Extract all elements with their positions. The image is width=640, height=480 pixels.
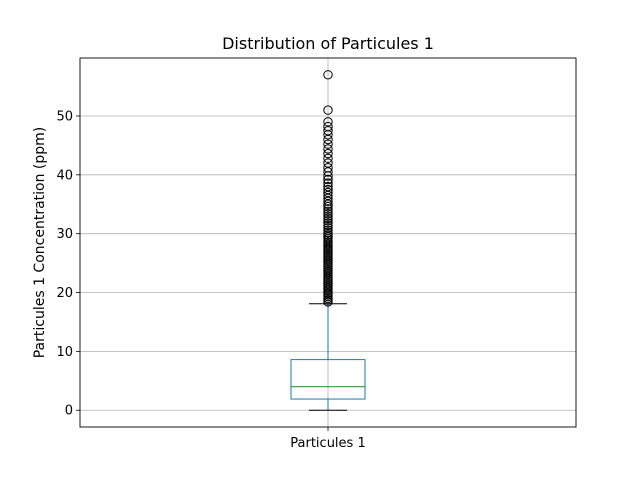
box-plot [290,303,366,411]
outlier-point [323,216,333,226]
outlier-point [323,204,333,214]
outlier-point [323,184,333,195]
outlier-point [323,181,333,192]
outlier-point [323,148,333,159]
iqr-box [290,359,366,400]
y-tick-label: 50 [56,109,73,124]
outlier-point [323,105,333,115]
x-tick-label: Particules 1 [290,436,365,451]
y-tick-label: 20 [56,286,73,301]
outlier-point [323,174,333,185]
y-tick-label: 0 [65,404,73,419]
outlier-point [323,208,333,219]
outlier-point [323,227,333,238]
outlier-point [323,213,333,224]
outlier-point [323,139,333,149]
outlier-point [323,158,333,168]
outlier-point [323,70,333,80]
outlier-point [323,178,333,188]
chart-title: Distribution of Particules 1 [222,34,434,53]
outlier-point [323,153,333,164]
outlier-point [323,220,333,231]
outlier-point [323,117,333,127]
y-tick-label: 30 [56,227,73,242]
outlier-point [323,223,333,233]
outlier-point [323,206,333,217]
y-tick-label: 10 [56,345,73,360]
outlier-point [323,163,333,173]
y-tick-label: 40 [56,168,73,183]
y-axis-label: Particules 1 Concentration (ppm) [32,127,48,359]
outlier-points [323,70,333,307]
outlier-point [323,211,333,221]
outlier-point [323,144,333,154]
y-axis-ticks: 0 10 20 30 40 50 [56,109,80,419]
outlier-point [323,218,333,228]
outlier-point [323,230,333,240]
outlier-point [323,225,333,235]
outlier-point [323,121,333,132]
outlier-point [323,187,333,198]
x-axis-ticks: Particules 1 [290,427,366,451]
